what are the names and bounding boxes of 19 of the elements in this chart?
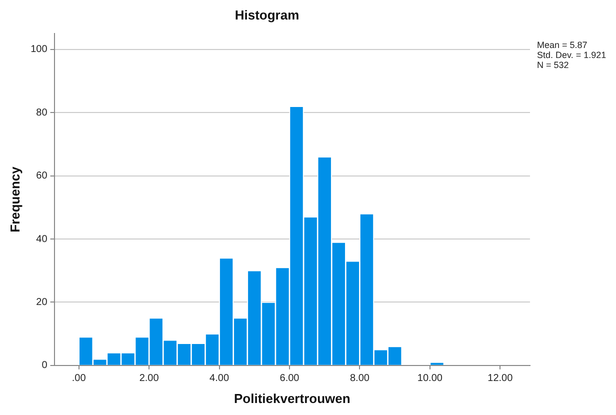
text: Std. Dev. = 1.921 xyxy=(537,50,606,60)
y-tick-label: 60 xyxy=(36,170,48,182)
x-tick-label: 6.00 xyxy=(280,373,300,384)
x-axis-title: Politiekvertrouwen xyxy=(234,390,350,406)
y-tick-label: 80 xyxy=(36,107,48,118)
y-axis-title: Frequency xyxy=(7,166,22,232)
x-tick-label: 2.00 xyxy=(139,373,160,384)
y-tick-label: 40 xyxy=(36,234,48,245)
x-tick-label: .00 xyxy=(72,373,86,384)
x-tick-label: 4.00 xyxy=(210,373,230,384)
y-tick-label: 0 xyxy=(42,360,48,372)
text: Mean = 5.87 xyxy=(537,40,588,50)
x-tick-label: 8.00 xyxy=(350,373,370,384)
x-tick-label: 12.00 xyxy=(488,373,514,384)
x-tick-label: 10.00 xyxy=(417,373,443,384)
text: N = 532 xyxy=(537,60,570,70)
chart-title: Histogram xyxy=(234,7,300,22)
y-tick-label: 20 xyxy=(36,296,48,308)
y-tick-label: 100 xyxy=(30,44,48,56)
